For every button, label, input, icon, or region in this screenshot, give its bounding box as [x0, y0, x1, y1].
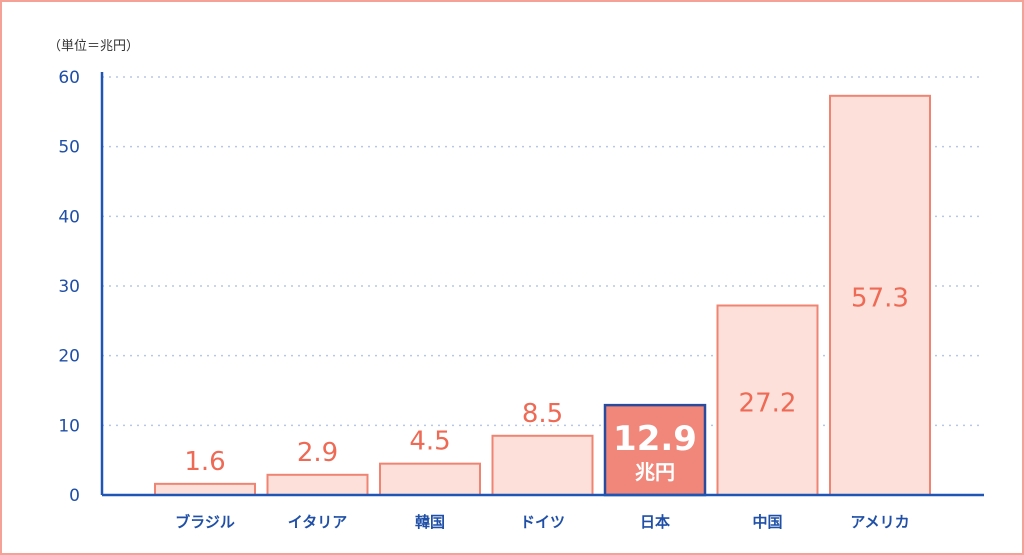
unit-label: （単位＝兆円） — [48, 39, 140, 54]
y-tick-label: 50 — [58, 138, 80, 158]
bar — [829, 94, 931, 496]
y-tick-label: 20 — [58, 347, 80, 367]
bar — [266, 473, 369, 496]
data-label: 57.3 — [851, 283, 909, 313]
bar — [716, 304, 819, 496]
data-label: 2.9 — [297, 438, 338, 468]
y-tick-label: 0 — [69, 486, 80, 506]
data-label: 12.9 — [613, 419, 697, 459]
bar — [154, 482, 256, 496]
y-tick-label: 60 — [58, 68, 80, 88]
x-tick-label: イタリア — [288, 513, 347, 531]
x-tick-label: 韓国 — [415, 513, 445, 531]
x-tick-label: アメリカ — [850, 513, 909, 531]
y-tick-label: 30 — [58, 277, 80, 297]
x-tick-label: 日本 — [640, 513, 670, 531]
data-label-unit: 兆円 — [635, 460, 675, 484]
data-label: 27.2 — [739, 388, 797, 418]
x-tick-label: ドイツ — [520, 513, 565, 531]
y-tick-label: 10 — [58, 416, 80, 436]
bar — [379, 462, 481, 496]
data-label: 1.6 — [184, 447, 225, 477]
x-tick-label: ブラジル — [175, 513, 235, 531]
x-tick-label: 中国 — [752, 513, 782, 531]
data-label: 4.5 — [409, 427, 450, 457]
bar — [603, 403, 707, 497]
bar — [491, 434, 594, 496]
y-tick-label: 40 — [58, 207, 80, 227]
data-label: 8.5 — [522, 399, 563, 429]
